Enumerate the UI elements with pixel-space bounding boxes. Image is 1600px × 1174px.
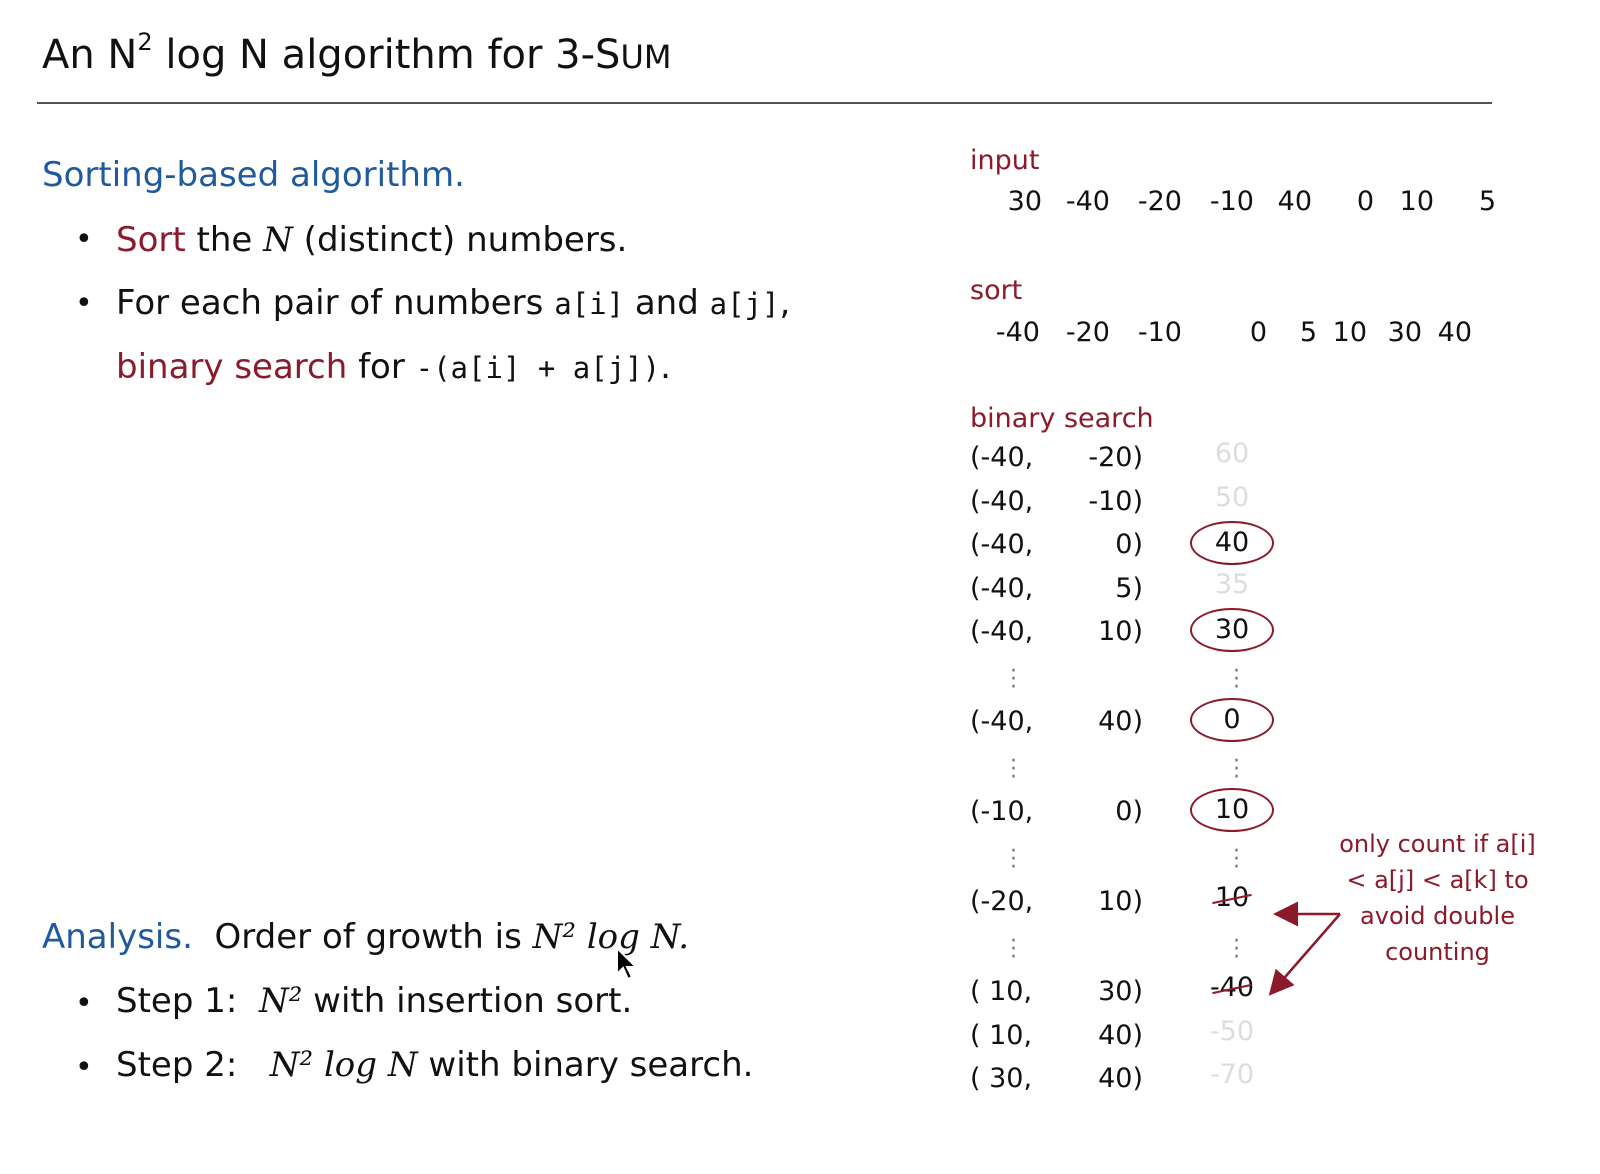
search-target-faint: 35 — [1214, 569, 1250, 600]
pair: (-20, 10) — [970, 886, 1145, 917]
pair-value: (-40, — [970, 486, 1034, 517]
pair-value: 40) — [1098, 1063, 1143, 1094]
ellipsis-dots: · · · — [1233, 929, 1240, 970]
pair-value: 5) — [1115, 573, 1143, 604]
array-value: 30 — [1387, 317, 1422, 348]
pair: (-40, 0) — [970, 529, 1145, 560]
double-counting-arrows-icon — [1268, 901, 1341, 996]
search-target-faint: 60 — [1214, 438, 1250, 469]
pair-value: ( 30, — [970, 1063, 1033, 1094]
binary-search-label: binary search — [970, 403, 1154, 434]
ellipsis-dots: · · · — [1233, 839, 1240, 880]
array-value: 5 — [1299, 317, 1317, 348]
array-value: 30 — [1007, 186, 1042, 217]
array-value: -40 — [1065, 186, 1110, 217]
pair-value: ( 10, — [970, 1020, 1033, 1051]
search-target-faint: 50 — [1214, 482, 1250, 513]
array-value: 10 — [1399, 186, 1434, 217]
search-target-circle: 10 — [1190, 788, 1274, 832]
ellipsis-dots: · · · — [1010, 749, 1017, 790]
pair-value: (-40, — [970, 573, 1034, 604]
pair-value: ( 10, — [970, 976, 1033, 1007]
pair: (-40, -10) — [970, 486, 1145, 517]
search-target-strike: 10 — [1190, 878, 1274, 918]
pair: (-40, 10) — [970, 616, 1145, 647]
array-value: 40 — [1277, 186, 1312, 217]
pair-value: (-10, — [970, 796, 1034, 827]
pair: (-40, 40) — [970, 706, 1145, 737]
pair-value: 0) — [1115, 529, 1143, 560]
ellipsis-dots: · · · — [1233, 749, 1240, 790]
pair-value: 10) — [1098, 886, 1143, 917]
bullet-binary-search: binary search for -(a[i] + a[j]). — [116, 347, 671, 387]
array-value: -10 — [1209, 186, 1254, 217]
pair-value: (-20, — [970, 886, 1034, 917]
input-array: 30 -40 -20 -10 40 0 10 5 — [990, 186, 1496, 217]
array-value: 0 — [1356, 186, 1374, 217]
ellipsis-dots: · · · — [1010, 929, 1017, 970]
search-target-circle: 40 — [1190, 521, 1274, 565]
bullet-sort: Sort the N (distinct) numbers. — [116, 220, 628, 260]
pair-value: 30) — [1098, 976, 1143, 1007]
input-label: input — [970, 145, 1040, 176]
ellipsis-dots: · · · — [1233, 659, 1240, 700]
sorting-heading: Sorting-based algorithm. — [42, 155, 465, 195]
sort-label: sort — [970, 275, 1023, 306]
bullet-pairs: For each pair of numbers a[i] and a[j], — [116, 283, 791, 323]
array-value: 5 — [1478, 186, 1496, 217]
pair-value: -10) — [1088, 486, 1143, 517]
pair-value: (-40, — [970, 529, 1034, 560]
pair-value: (-40, — [970, 442, 1034, 473]
analysis-line: Analysis. Order of growth is N² log N. — [42, 917, 690, 957]
pair: ( 30, 40) — [970, 1063, 1145, 1094]
pair: ( 10, 30) — [970, 976, 1145, 1007]
search-target-faint: -50 — [1209, 1016, 1255, 1047]
search-target-circle: 30 — [1190, 608, 1274, 652]
pair-value: -20) — [1088, 442, 1143, 473]
array-value: -10 — [1137, 317, 1182, 348]
pair-value: 40) — [1098, 706, 1143, 737]
pair: ( 10, 40) — [970, 1020, 1145, 1051]
title-divider — [37, 102, 1492, 104]
bullet-icon: • — [75, 1050, 93, 1085]
step-2: Step 2: N² log N with binary search. — [116, 1045, 754, 1085]
ellipsis-dots: · · · — [1010, 659, 1017, 700]
slide-title: An N2 log N algorithm for 3-SUM — [42, 28, 672, 78]
pair-value: 40) — [1098, 1020, 1143, 1051]
search-target-faint: -70 — [1209, 1059, 1255, 1090]
pair-value: 0) — [1115, 796, 1143, 827]
bullet-icon: • — [75, 286, 93, 321]
search-target-circle: 0 — [1190, 698, 1274, 742]
pair-value: (-40, — [970, 616, 1034, 647]
pair-value: 10) — [1098, 616, 1143, 647]
array-value: 10 — [1332, 317, 1367, 348]
pair: (-40, 5) — [970, 573, 1145, 604]
step-1: Step 1: N² with insertion sort. — [116, 981, 633, 1021]
pair: (-40, -20) — [970, 442, 1145, 473]
array-value: -20 — [1065, 317, 1110, 348]
bullet-icon: • — [75, 986, 93, 1021]
search-target-strike: -40 — [1190, 968, 1274, 1008]
array-value: 40 — [1437, 317, 1472, 348]
array-value: -40 — [995, 317, 1040, 348]
array-value: 0 — [1249, 317, 1267, 348]
bullet-icon: • — [75, 222, 93, 257]
mouse-cursor-icon — [615, 945, 641, 986]
pair-value: (-40, — [970, 706, 1034, 737]
pair: (-10, 0) — [970, 796, 1145, 827]
sorted-array: -40 -20 -10 0 5 10 30 40 — [975, 317, 1472, 348]
ellipsis-dots: · · · — [1010, 839, 1017, 880]
array-value: -20 — [1137, 186, 1182, 217]
double-counting-note: only count if a[i] < a[j] < a[k] to avoi… — [1339, 830, 1536, 966]
